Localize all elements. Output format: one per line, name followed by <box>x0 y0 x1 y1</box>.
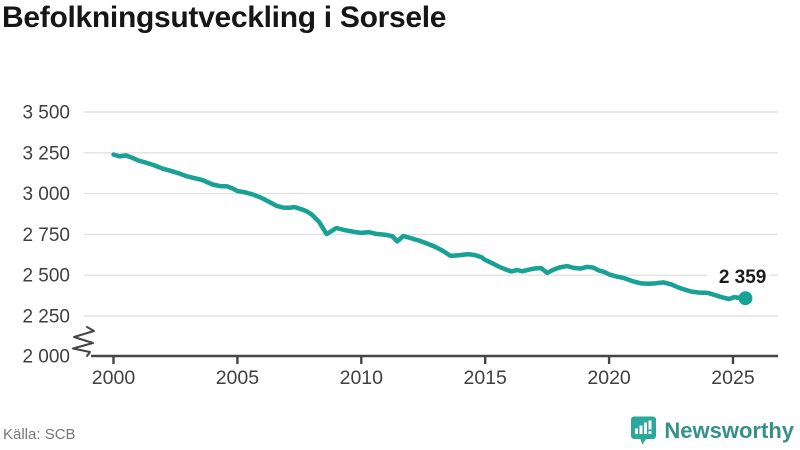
y-axis-label: 3 500 <box>22 103 70 124</box>
newsworthy-chart-bubble-icon <box>631 416 657 445</box>
series-endpoint-dot <box>738 291 753 306</box>
y-axis-label: 2 500 <box>22 266 70 287</box>
axis-break-icon <box>72 326 95 357</box>
end-label-backdrop <box>707 264 770 287</box>
brand-name: Newsworthy <box>664 417 794 443</box>
page-title: Befolkningsutveckling i Sorsele <box>2 1 447 34</box>
x-axis-label: 2015 <box>464 367 508 389</box>
x-axis-label: 2025 <box>711 367 755 389</box>
y-axis-label: 2 250 <box>22 307 70 328</box>
x-axis-label: 2005 <box>216 367 260 389</box>
source-note: Källa: SCB <box>3 426 76 443</box>
x-axis-label: 2000 <box>92 367 136 389</box>
y-axis-label: 3 250 <box>22 143 70 164</box>
y-axis-label: 3 000 <box>22 184 70 205</box>
y-axis-label: 2 000 <box>22 347 70 368</box>
brand-logo: Newsworthy <box>630 416 794 445</box>
x-axis-label: 2010 <box>340 367 384 389</box>
population-line <box>111 152 748 302</box>
y-axis-label: 2 750 <box>22 225 70 246</box>
end-value-label: 2 359 <box>719 267 767 288</box>
x-axis-label: 2020 <box>587 367 631 389</box>
bar-chart-glyph <box>635 420 652 434</box>
